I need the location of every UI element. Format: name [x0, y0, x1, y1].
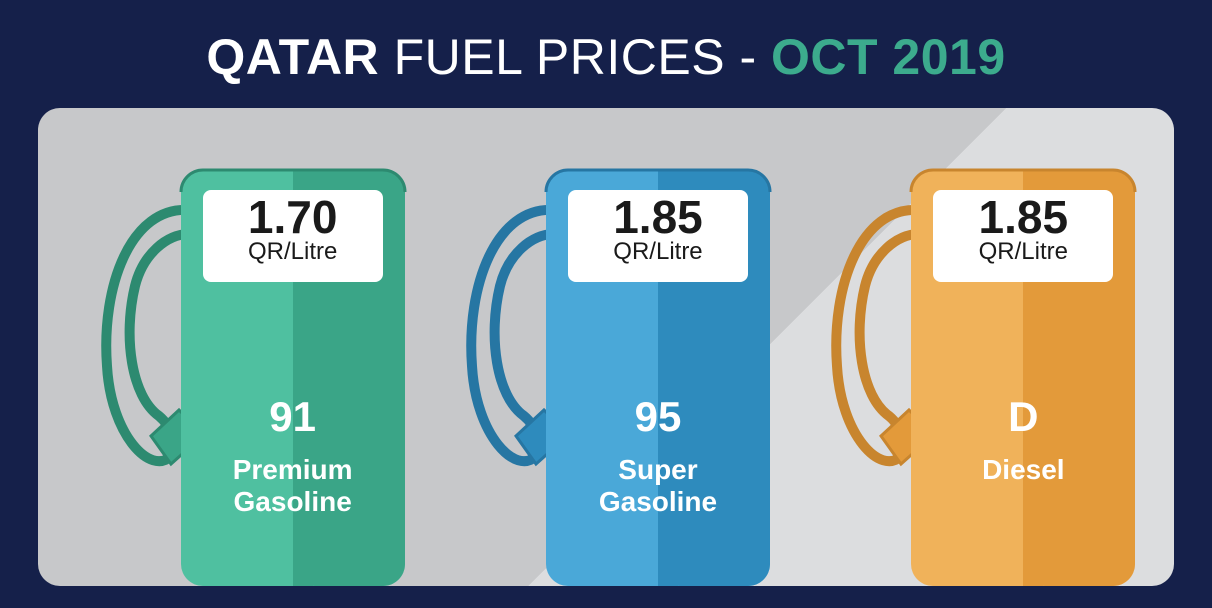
price-value: 1.70	[203, 194, 383, 240]
price-value: 1.85	[568, 194, 748, 240]
price-box: 1.70 QR/Litre	[203, 190, 383, 282]
fuel-name: PremiumGasoline	[181, 454, 405, 518]
fuel-label: 95 SuperGasoline	[546, 396, 770, 518]
fuel-pump: 1.70 QR/Litre 91 PremiumGasoline	[71, 146, 411, 586]
title-part2: FUEL PRICES -	[379, 29, 771, 85]
price-box: 1.85 QR/Litre	[933, 190, 1113, 282]
price-value: 1.85	[933, 194, 1113, 240]
fuel-pump: 1.85 QR/Litre D Diesel	[801, 146, 1141, 586]
price-unit: QR/Litre	[203, 238, 383, 266]
title-part3: OCT 2019	[771, 29, 1006, 85]
fuel-name: Diesel	[911, 454, 1135, 486]
fuel-name: SuperGasoline	[546, 454, 770, 518]
page-title: QATAR FUEL PRICES - OCT 2019	[0, 0, 1212, 108]
fuel-grade: 95	[546, 396, 770, 438]
title-part1: QATAR	[206, 29, 379, 85]
pumps-panel: 1.70 QR/Litre 91 PremiumGasoline 1.85 QR…	[38, 108, 1174, 586]
price-box: 1.85 QR/Litre	[568, 190, 748, 282]
fuel-pump: 1.85 QR/Litre 95 SuperGasoline	[436, 146, 776, 586]
price-unit: QR/Litre	[933, 238, 1113, 266]
fuel-grade: D	[911, 396, 1135, 438]
fuel-label: 91 PremiumGasoline	[181, 396, 405, 518]
price-unit: QR/Litre	[568, 238, 748, 266]
fuel-label: D Diesel	[911, 396, 1135, 486]
fuel-grade: 91	[181, 396, 405, 438]
